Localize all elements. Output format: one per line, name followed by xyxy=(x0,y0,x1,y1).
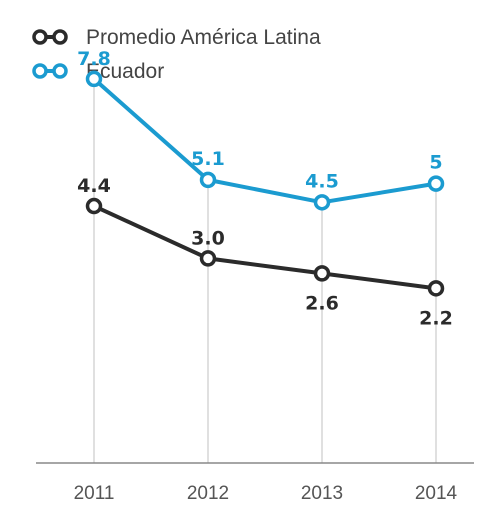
x-tick-label-2012: 2012 xyxy=(187,483,229,504)
chart-legend: Promedio América Latina Ecuador xyxy=(32,26,321,83)
legend-marker-latam-left xyxy=(32,29,48,45)
legend-item-latam: Promedio América Latina xyxy=(32,26,321,49)
data-label-ecuador-2013: 4.5 xyxy=(305,170,339,192)
legend-item-ecuador: Ecuador xyxy=(32,60,164,83)
series-line-latam xyxy=(92,204,438,291)
plot-area: 2011 2012 2013 2014 4.4 3.0 2.6 2.2 7.8 5.1 4.5 5 xyxy=(36,48,474,504)
legend-label-latam: Promedio América Latina xyxy=(86,26,321,49)
data-point-ecuador-2014 xyxy=(427,175,445,192)
data-label-ecuador-2014: 5 xyxy=(429,152,442,174)
data-label-latam-2012: 3.0 xyxy=(191,227,225,249)
data-point-ecuador-2012 xyxy=(199,171,217,189)
data-label-latam-2011: 4.4 xyxy=(77,175,111,197)
series-line-ecuador xyxy=(92,76,438,205)
data-point-latam-2012 xyxy=(199,250,217,267)
data-label-latam-2013: 2.6 xyxy=(305,292,339,314)
data-label-latam-2014: 2.2 xyxy=(419,307,453,329)
x-tick-label-2014: 2014 xyxy=(415,483,458,504)
data-label-ecuador-2012: 5.1 xyxy=(191,148,225,170)
legend-label-ecuador: Ecuador xyxy=(86,60,164,83)
legend-marker-latam-right xyxy=(52,29,68,45)
data-point-latam-2011 xyxy=(85,197,103,215)
data-point-latam-2013 xyxy=(313,265,331,282)
x-tick-label-2013: 2013 xyxy=(301,483,343,504)
legend-marker-ecuador-right xyxy=(52,63,68,79)
legend-marker-ecuador-left xyxy=(32,63,48,79)
data-point-ecuador-2011 xyxy=(85,70,103,88)
x-tick-label-2011: 2011 xyxy=(74,483,115,504)
data-point-ecuador-2013 xyxy=(313,194,331,211)
data-label-ecuador-2011: 7.8 xyxy=(77,48,111,70)
data-point-latam-2014 xyxy=(427,280,445,297)
